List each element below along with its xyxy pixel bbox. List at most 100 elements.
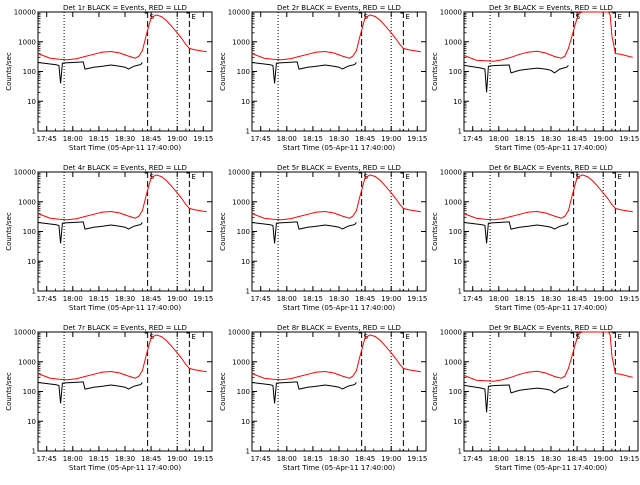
y-tick-label: 1 (32, 288, 36, 296)
y-tick-label: 10 (241, 258, 250, 266)
y-tick-label: 10000 (14, 329, 36, 337)
lld-series-line (37, 174, 207, 221)
panel-title: Det 5r BLACK = Events, RED = LLD (277, 164, 401, 172)
y-axis-label: Counts/sec (431, 212, 439, 251)
x-tick-label: 19:15 (407, 135, 427, 143)
x-axis-label: Start Time (05-Apr-11 17:40:00) (69, 144, 181, 152)
x-tick-label: 18:30 (541, 135, 561, 143)
flare-marker-label: E (405, 173, 409, 181)
y-tick-label: 10000 (440, 169, 462, 177)
detector-panel-1: Det 1r BLACK = Events, RED = LLD 1 10 100 10… (5, 4, 213, 152)
y-tick-label: 1000 (232, 38, 250, 46)
y-axis-label: Counts/sec (5, 52, 13, 91)
y-axis-label: Counts/sec (431, 52, 439, 91)
detector-panel-7: Det 7r BLACK = Events, RED = LLD 1 10 100 10… (5, 324, 213, 472)
x-tick-label: 18:00 (277, 455, 297, 463)
y-tick-label: 10 (453, 418, 462, 426)
x-tick-label: 18:30 (115, 295, 135, 303)
y-tick-label: 10000 (440, 329, 462, 337)
x-tick-label: 18:30 (541, 295, 561, 303)
x-tick-label: 19:15 (193, 295, 213, 303)
x-tick-label: 19:00 (167, 295, 187, 303)
detector-panel-5: Det 5r BLACK = Events, RED = LLD 1 10 100 10… (219, 164, 427, 312)
panel-title: Det 1r BLACK = Events, RED = LLD (63, 4, 187, 12)
x-tick-label: 18:45 (567, 455, 587, 463)
x-tick-label: 19:00 (167, 135, 187, 143)
x-axis-label: Start Time (05-Apr-11 17:40:00) (283, 464, 395, 472)
x-tick-label: 18:00 (277, 135, 297, 143)
panel-title: Det 7r BLACK = Events, RED = LLD (63, 324, 187, 332)
x-tick-label: 19:00 (167, 455, 187, 463)
plot-frame (37, 11, 213, 132)
flare-marker-label: E (191, 13, 195, 21)
x-tick-label: 17:45 (251, 455, 271, 463)
events-series-line (37, 61, 143, 84)
x-tick-label: 18:15 (89, 135, 109, 143)
y-tick-label: 100 (449, 388, 462, 396)
plot-frame (37, 331, 213, 452)
plot-frame (251, 331, 427, 452)
y-tick-label: 100 (449, 68, 462, 76)
y-tick-label: 1 (458, 288, 462, 296)
y-tick-label: 100 (23, 68, 36, 76)
y-tick-label: 10000 (228, 329, 250, 337)
y-tick-label: 1000 (444, 198, 462, 206)
plot-frame (463, 171, 639, 292)
y-tick-label: 100 (237, 228, 250, 236)
events-series-line (37, 381, 143, 404)
flare-marker-label: E (405, 333, 409, 341)
lld-series-line (463, 174, 633, 221)
x-tick-label: 19:15 (407, 295, 427, 303)
plot-frame (37, 171, 213, 292)
panel-title: Det 8r BLACK = Events, RED = LLD (277, 324, 401, 332)
x-axis-label: Start Time (05-Apr-11 17:40:00) (495, 144, 607, 152)
x-tick-label: 18:00 (489, 135, 509, 143)
y-tick-label: 1000 (232, 358, 250, 366)
flare-marker-label: E (617, 333, 621, 341)
x-tick-label: 17:45 (463, 135, 483, 143)
y-tick-label: 1 (246, 128, 250, 136)
x-tick-label: 18:30 (329, 135, 349, 143)
plot-frame (251, 11, 427, 132)
x-axis-label: Start Time (05-Apr-11 17:40:00) (69, 464, 181, 472)
y-tick-label: 1 (32, 128, 36, 136)
x-tick-label: 19:00 (593, 455, 613, 463)
x-tick-label: 18:45 (141, 455, 161, 463)
x-tick-label: 17:45 (251, 135, 271, 143)
events-series-line (251, 221, 357, 244)
panel-title: Det 2r BLACK = Events, RED = LLD (277, 4, 401, 12)
x-tick-label: 18:15 (303, 135, 323, 143)
x-axis-label: Start Time (05-Apr-11 17:40:00) (283, 144, 395, 152)
x-tick-label: 17:45 (37, 455, 57, 463)
flare-marker-label: E (191, 333, 195, 341)
y-tick-label: 10 (453, 98, 462, 106)
x-tick-label: 17:45 (463, 455, 483, 463)
x-tick-label: 19:00 (381, 135, 401, 143)
x-tick-label: 18:45 (567, 135, 587, 143)
panel-title: Det 9r BLACK = Events, RED = LLD (489, 324, 613, 332)
x-tick-label: 18:45 (355, 135, 375, 143)
x-axis-label: Start Time (05-Apr-11 17:40:00) (69, 304, 181, 312)
x-tick-label: 19:15 (619, 455, 639, 463)
x-tick-label: 18:15 (303, 455, 323, 463)
y-tick-label: 1 (246, 448, 250, 456)
x-tick-label: 19:15 (619, 135, 639, 143)
lld-series-line (463, 331, 633, 382)
events-series-line (463, 384, 569, 413)
events-series-line (251, 61, 357, 84)
y-tick-label: 10000 (440, 9, 462, 17)
detector-panel-4: Det 4r BLACK = Events, RED = LLD 1 10 100 10… (5, 164, 213, 312)
y-tick-label: 1 (458, 128, 462, 136)
y-tick-label: 100 (449, 228, 462, 236)
x-tick-label: 18:00 (489, 295, 509, 303)
flare-marker-label: E (617, 13, 621, 21)
y-axis-label: Counts/sec (219, 52, 227, 91)
flare-marker-label: E (191, 173, 195, 181)
detector-panel-3: Det 3r BLACK = Events, RED = LLD 1 10 100 10… (431, 4, 639, 152)
x-tick-label: 18:00 (489, 455, 509, 463)
x-tick-label: 18:15 (89, 295, 109, 303)
x-axis-label: Start Time (05-Apr-11 17:40:00) (495, 304, 607, 312)
y-tick-label: 100 (23, 228, 36, 236)
